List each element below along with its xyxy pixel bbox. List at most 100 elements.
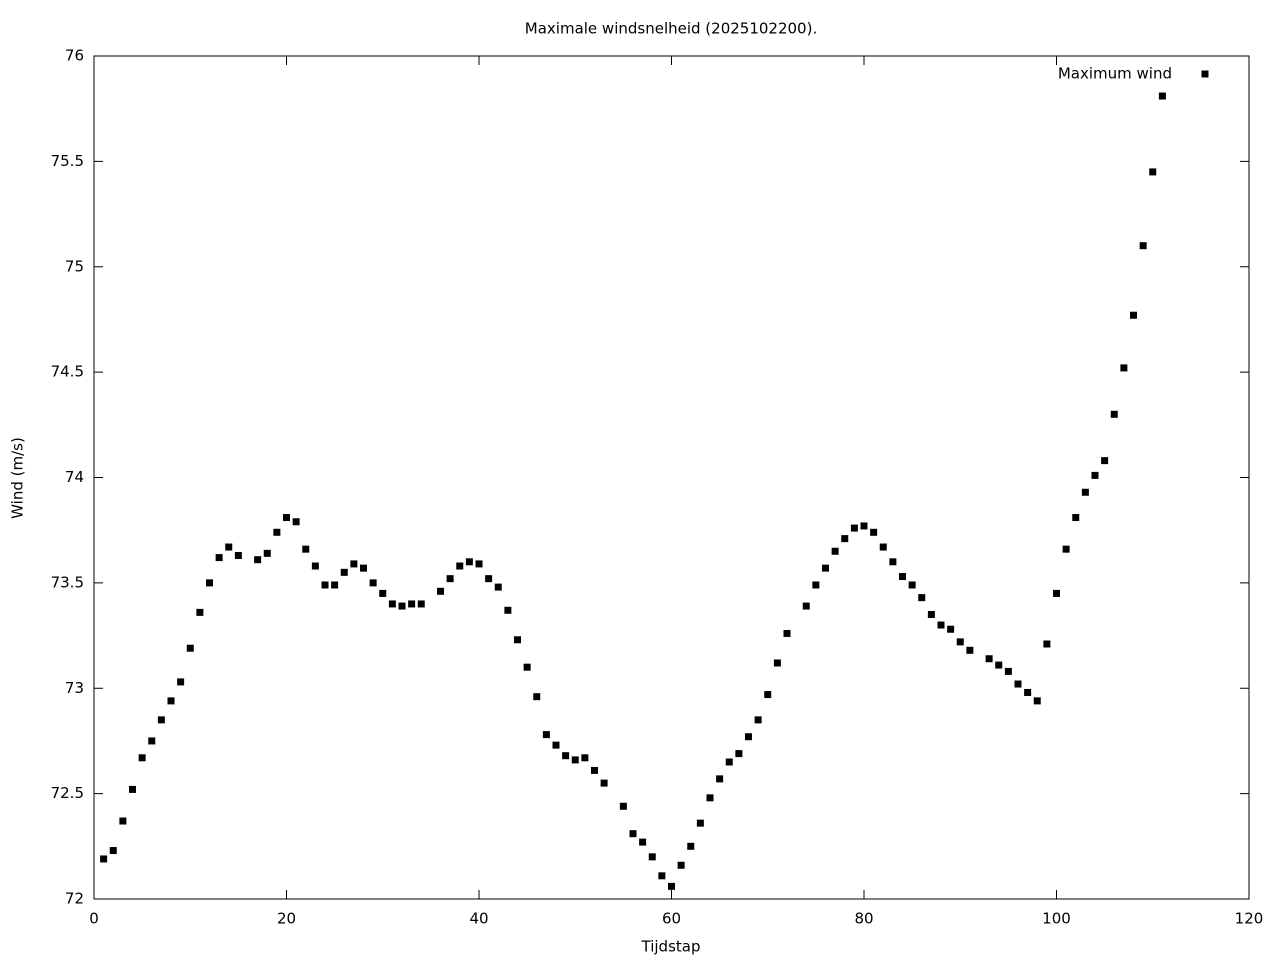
point bbox=[812, 581, 820, 589]
point bbox=[542, 731, 550, 739]
point bbox=[899, 573, 906, 581]
point bbox=[283, 514, 290, 522]
point bbox=[995, 661, 1003, 669]
legend-label: Maximum wind bbox=[1058, 65, 1172, 83]
point bbox=[841, 535, 849, 543]
point bbox=[629, 830, 637, 838]
point bbox=[716, 775, 724, 783]
point bbox=[956, 638, 964, 646]
point bbox=[1033, 697, 1041, 705]
point bbox=[735, 750, 743, 758]
point bbox=[340, 568, 348, 576]
point bbox=[254, 556, 262, 564]
point bbox=[369, 579, 377, 587]
point bbox=[388, 600, 396, 608]
point bbox=[773, 659, 781, 667]
point bbox=[745, 733, 752, 741]
point bbox=[668, 882, 675, 890]
x-axis-label: Tijdstap bbox=[641, 938, 701, 956]
point bbox=[562, 752, 570, 760]
point bbox=[783, 629, 791, 637]
x-tick-label: 20 bbox=[277, 910, 296, 928]
point bbox=[889, 558, 897, 566]
point bbox=[456, 562, 464, 570]
legend-marker bbox=[1201, 70, 1209, 78]
y-tick-label: 75 bbox=[65, 257, 84, 275]
point bbox=[918, 594, 926, 602]
point bbox=[321, 581, 329, 589]
point bbox=[119, 817, 127, 825]
point bbox=[1024, 688, 1032, 696]
point bbox=[398, 602, 406, 610]
point bbox=[138, 754, 146, 762]
point bbox=[870, 528, 878, 536]
point bbox=[533, 693, 541, 701]
point bbox=[1158, 92, 1166, 100]
point bbox=[639, 838, 647, 846]
point bbox=[100, 855, 108, 863]
point bbox=[504, 606, 512, 614]
point bbox=[591, 766, 598, 774]
point bbox=[937, 621, 945, 629]
point bbox=[465, 558, 473, 566]
point bbox=[658, 872, 666, 880]
point bbox=[523, 663, 531, 671]
y-tick-label: 72 bbox=[65, 890, 84, 908]
point bbox=[706, 794, 714, 802]
point bbox=[331, 581, 339, 589]
point bbox=[475, 560, 483, 568]
point bbox=[1053, 589, 1060, 597]
y-tick-label: 73 bbox=[65, 679, 84, 697]
point bbox=[485, 575, 493, 583]
y-tick-label: 73.5 bbox=[51, 573, 84, 591]
point bbox=[677, 861, 685, 869]
point bbox=[196, 608, 204, 616]
point bbox=[417, 600, 425, 608]
point bbox=[215, 554, 223, 562]
point bbox=[302, 545, 310, 553]
point bbox=[571, 756, 579, 764]
point bbox=[157, 716, 165, 724]
point bbox=[1072, 514, 1080, 522]
point bbox=[927, 610, 935, 618]
point bbox=[225, 543, 233, 551]
point bbox=[311, 562, 319, 570]
point bbox=[206, 579, 213, 587]
point bbox=[802, 602, 810, 610]
point bbox=[764, 691, 772, 699]
point bbox=[581, 754, 589, 762]
point bbox=[1110, 410, 1118, 418]
point bbox=[1014, 680, 1022, 688]
x-tick-label: 0 bbox=[89, 910, 99, 928]
point bbox=[167, 697, 175, 705]
point bbox=[494, 583, 502, 591]
point bbox=[1101, 457, 1109, 465]
point bbox=[1091, 471, 1099, 479]
point bbox=[292, 518, 300, 526]
point bbox=[822, 564, 829, 572]
point bbox=[408, 600, 416, 608]
point bbox=[619, 802, 627, 810]
point bbox=[850, 524, 858, 532]
x-tick-label: 100 bbox=[1042, 910, 1071, 928]
y-axis-label: Wind (m/s) bbox=[9, 437, 27, 519]
y-tick-label: 72.5 bbox=[51, 784, 84, 802]
point bbox=[552, 741, 560, 749]
point bbox=[831, 547, 839, 555]
chart-title: Maximale windsnelheid (2025102200). bbox=[525, 20, 817, 38]
point bbox=[1120, 364, 1128, 372]
point bbox=[148, 737, 156, 745]
point bbox=[273, 528, 281, 536]
point bbox=[754, 716, 762, 724]
x-tick-label: 40 bbox=[469, 910, 488, 928]
x-tick-label: 80 bbox=[854, 910, 873, 928]
point bbox=[1139, 242, 1147, 250]
y-tick-label: 74.5 bbox=[51, 363, 84, 381]
point bbox=[600, 779, 608, 787]
point bbox=[234, 551, 242, 559]
point bbox=[360, 564, 367, 572]
point bbox=[186, 644, 194, 652]
point bbox=[1149, 168, 1157, 176]
point bbox=[379, 589, 387, 597]
